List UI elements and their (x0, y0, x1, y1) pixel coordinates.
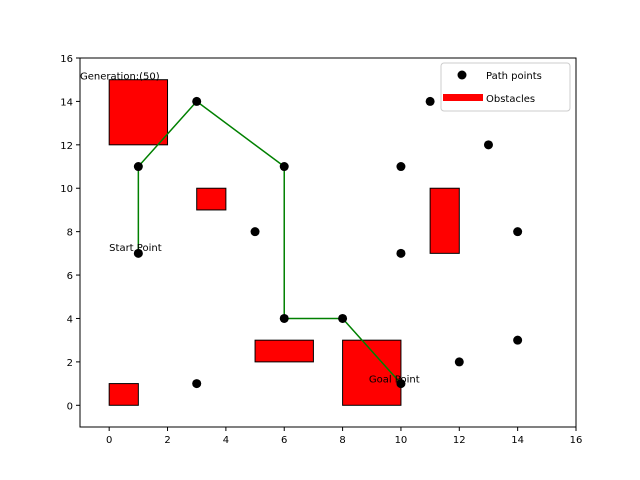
path-point (513, 335, 523, 345)
path-point (396, 162, 406, 172)
path-point (192, 379, 202, 389)
y-tick-label: 2 (67, 358, 73, 369)
path-point (133, 248, 143, 258)
obstacle (254, 339, 314, 363)
path-point (338, 313, 348, 323)
annotations-layer: Generation:(50) Start Point Goal Point (80, 72, 420, 386)
points-layer (133, 96, 523, 389)
path-point (483, 140, 493, 150)
legend: Path points Obstacles (440, 62, 571, 112)
path-point (133, 162, 143, 172)
x-tick-label: 8 (339, 435, 345, 446)
annotation-label: Goal Point (369, 375, 420, 386)
path-point (454, 357, 464, 367)
path-point (250, 227, 260, 237)
path-point (396, 248, 406, 258)
obstacle (196, 187, 227, 211)
obstacle (108, 383, 139, 406)
path-point (279, 162, 289, 172)
x-axis: 0 2 4 6 8 10 12 14 16 (106, 427, 582, 446)
legend-label: Path points (486, 71, 542, 82)
annotation-label: Generation:(50) (80, 72, 160, 83)
path-point (513, 227, 523, 237)
x-tick-label: 10 (395, 435, 408, 446)
path-point (425, 96, 435, 106)
path-point (279, 313, 289, 323)
y-tick-label: 16 (60, 54, 73, 65)
legend-marker-obstacles (443, 94, 483, 101)
legend-marker-path-points (457, 70, 467, 80)
x-tick-label: 0 (106, 435, 112, 446)
y-axis: 0 2 4 6 8 10 12 14 16 (60, 54, 80, 412)
obstacle (429, 187, 460, 254)
y-tick-label: 0 (67, 401, 73, 412)
x-tick-label: 6 (281, 435, 287, 446)
path-point (396, 379, 406, 389)
y-tick-label: 6 (67, 271, 73, 282)
y-tick-label: 10 (60, 184, 73, 195)
x-tick-label: 16 (570, 435, 583, 446)
annotation-label: Start Point (109, 243, 162, 254)
x-tick-label: 14 (511, 435, 524, 446)
obstacle (108, 79, 169, 146)
y-tick-label: 14 (60, 97, 73, 108)
x-tick-label: 12 (453, 435, 466, 446)
x-tick-label: 2 (164, 435, 170, 446)
legend-label: Obstacles (486, 94, 535, 105)
y-tick-label: 12 (60, 141, 73, 152)
y-tick-label: 8 (67, 228, 73, 239)
y-tick-label: 4 (67, 314, 73, 325)
path-point (192, 96, 202, 106)
plot-frame (79, 57, 577, 428)
x-tick-label: 4 (223, 435, 229, 446)
